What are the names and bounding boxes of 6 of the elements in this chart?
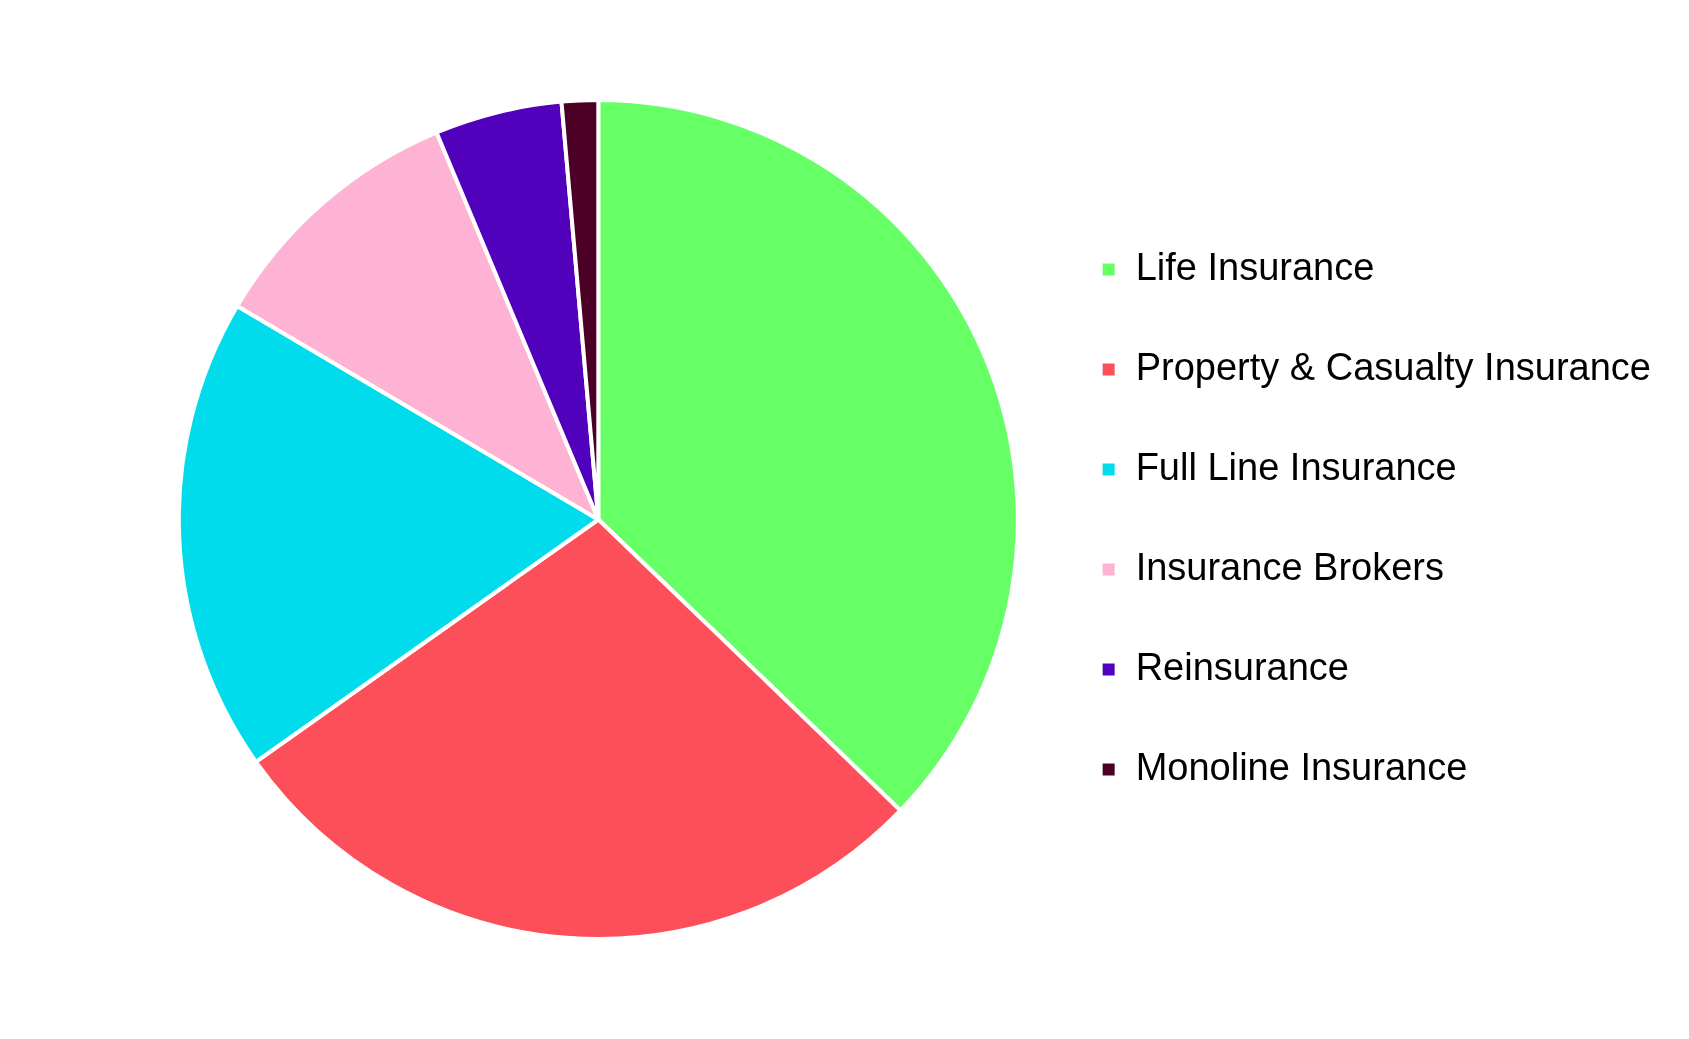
legend-label: Property & Casualty Insurance — [1135, 345, 1651, 388]
legend-label: Monoline Insurance — [1135, 745, 1468, 788]
legend-label: Full Line Insurance — [1135, 445, 1457, 488]
legend-label: Reinsurance — [1135, 645, 1349, 688]
legend-label: Life Insurance — [1135, 245, 1375, 288]
legend-label: Insurance Brokers — [1135, 545, 1445, 588]
